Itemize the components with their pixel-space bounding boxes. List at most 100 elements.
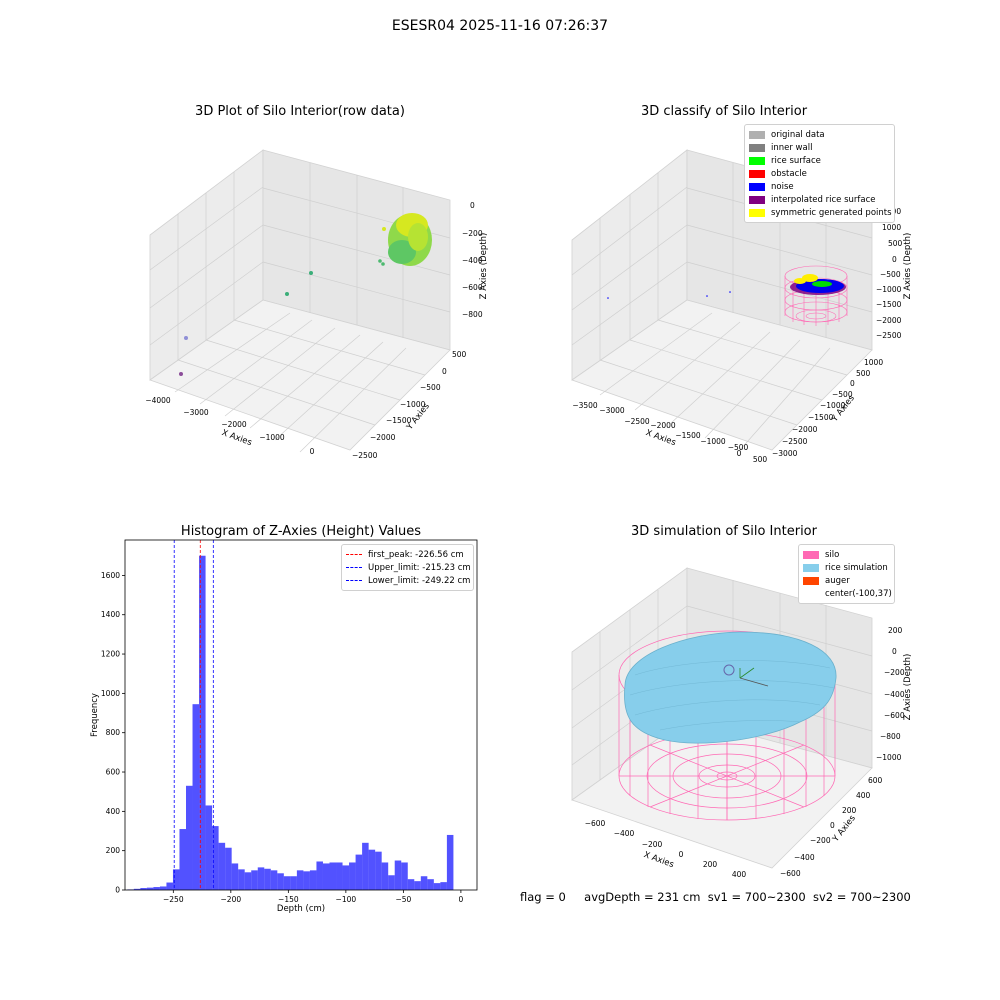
raw-ztick: −600 — [462, 283, 483, 292]
classify-ztick: −2500 — [876, 331, 902, 340]
sim-auger-marker — [723, 664, 769, 687]
raw-ytick: −1000 — [400, 400, 426, 409]
histogram-bar — [199, 555, 206, 890]
histogram-bar — [362, 842, 369, 890]
raw-ytick: −2000 — [370, 433, 396, 442]
histogram-bar — [427, 879, 434, 890]
flag-text: flag = 0 — [520, 890, 566, 904]
histogram-bar — [166, 882, 173, 890]
legend-item: center(-100,37) — [803, 587, 892, 600]
histogram-bar — [264, 868, 271, 890]
legend-label: interpolated rice surface — [771, 194, 876, 205]
sim-xtick: 400 — [732, 870, 747, 879]
classify-ztick: −1500 — [876, 300, 902, 309]
legend-item: obstacle — [749, 167, 890, 180]
classify-zlabel: Z Axies (Depth) — [903, 233, 913, 300]
histogram-bar — [231, 863, 239, 890]
histogram-reference-lines — [173, 540, 214, 890]
sim-xtick: −600 — [585, 819, 606, 828]
histogram-bar — [205, 805, 213, 890]
classify-ytick: −3000 — [772, 449, 798, 458]
classify-xtick: −500 — [728, 443, 749, 452]
classify-xtick: −2000 — [650, 421, 676, 430]
sim-rice-surface — [624, 631, 837, 744]
legend-label: original data — [771, 129, 825, 140]
histogram-bar — [244, 872, 252, 890]
legend-item: auger — [803, 574, 890, 587]
histogram-bar — [251, 870, 258, 890]
sim-ytick: −200 — [810, 836, 831, 845]
histogram-bar — [388, 875, 395, 890]
classify-point-cloud — [607, 274, 846, 299]
raw-ytick: −2500 — [352, 451, 378, 460]
histogram-bars — [127, 555, 454, 890]
legend-item: symmetric generated points — [749, 206, 892, 219]
histogram-bar — [153, 887, 160, 890]
legend-item: rice simulation — [803, 561, 890, 574]
x-tick-label: −250 — [163, 895, 184, 904]
raw-ztick: 0 — [470, 201, 475, 210]
raw-xtick: 0 — [310, 447, 315, 456]
histogram-bar — [159, 886, 167, 890]
classify-ztick: 1000 — [882, 223, 901, 232]
histogram-bar — [368, 849, 376, 890]
dashed-line-icon — [346, 554, 362, 555]
histogram-bar — [179, 829, 187, 890]
histogram-bar — [225, 847, 232, 890]
classify-xtick: −2500 — [624, 417, 650, 426]
raw-ztick: −400 — [462, 256, 483, 265]
classify-ztick: −2000 — [876, 316, 902, 325]
histogram-bar — [322, 863, 330, 890]
y-tick-label: 1200 — [101, 650, 120, 659]
histogram-bar — [283, 876, 291, 890]
histogram-bar — [290, 876, 297, 890]
histogram-bar — [440, 882, 447, 890]
raw-ztick: −200 — [462, 229, 483, 238]
legend-item: rice surface — [749, 154, 890, 167]
sim-xtick: −400 — [614, 829, 635, 838]
legend-item: original data — [749, 128, 890, 141]
histogram-bar — [309, 870, 317, 890]
histogram-bar — [407, 879, 415, 890]
classify-ytick: 0 — [850, 379, 855, 388]
classify-ztick: 0 — [892, 255, 897, 264]
dashed-line-icon — [346, 580, 362, 581]
classify-xtick: −1500 — [675, 431, 701, 440]
y-tick-label: 1600 — [101, 571, 120, 580]
raw-3d-plot[interactable]: −4000 −3000 −2000 −1000 0 500 0 −500 −10… — [0, 0, 500, 500]
classify-ztick: 500 — [888, 239, 903, 248]
y-tick-label: 400 — [106, 807, 121, 816]
hist-frame — [124, 539, 478, 891]
raw-plot-title: 3D Plot of Silo Interior(row data) — [195, 104, 405, 119]
legend-label: auger — [825, 575, 850, 586]
raw-point-cloud — [179, 213, 432, 376]
simulation-3d-plot[interactable]: −600 −400 −200 0 200 400 600 400 200 0 −… — [500, 500, 1000, 900]
x-tick-label: 0 — [459, 895, 464, 904]
histogram-bar — [316, 861, 323, 890]
raw-ytick: 500 — [452, 350, 467, 359]
classify-ytick: −2500 — [782, 437, 808, 446]
classify-xtick: 0 — [737, 449, 742, 458]
swatch-icon — [803, 563, 819, 572]
legend-item: Lower_limit: -249.22 cm — [346, 574, 470, 587]
histogram-bar — [355, 854, 363, 890]
classify-plot-title: 3D classify of Silo Interior — [640, 104, 808, 119]
histogram-bar — [270, 870, 278, 890]
raw-xtick: −2000 — [221, 420, 247, 429]
classify-ytick: −2000 — [792, 425, 818, 434]
sim-ytick: 400 — [856, 791, 871, 800]
classify-3d-plot[interactable]: −3500 −3000 −2500 −2000 −1500 −1000 −500… — [500, 0, 1000, 500]
histogram-bar — [172, 869, 180, 890]
legend-item: silo — [803, 548, 890, 561]
legend-item: noise — [749, 180, 890, 193]
sim-ztick: −800 — [880, 732, 901, 741]
swatch-icon — [803, 550, 819, 559]
sim-ztick: −1000 — [876, 753, 902, 762]
legend-label: Upper_limit: -215.23 cm — [368, 562, 471, 573]
histogram-chart[interactable]: −250 −200 −150 −100 −50 002004006008001000120… — [0, 0, 500, 1000]
sim-xtick: 0 — [679, 850, 684, 859]
classify-ytick: −1000 — [820, 401, 846, 410]
classify-xtick: −3000 — [599, 406, 625, 415]
raw-xtick: −4000 — [145, 396, 171, 405]
swatch-icon — [803, 576, 819, 585]
